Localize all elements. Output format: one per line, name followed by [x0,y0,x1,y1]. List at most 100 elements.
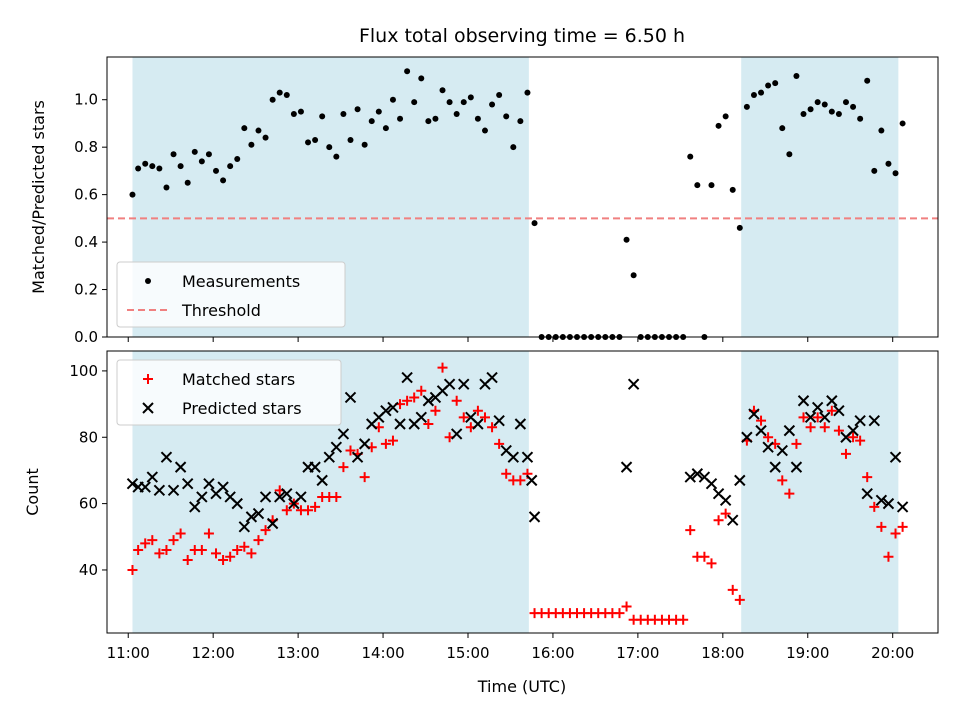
data-point [812,412,823,423]
data-point [528,511,541,523]
data-point [203,528,214,539]
data-point [260,525,271,536]
data-point [722,113,729,120]
data-point [493,414,505,427]
data-point [262,134,269,141]
data-point [772,80,779,87]
data-point [848,432,859,443]
data-point [276,89,283,96]
data-point [833,425,844,436]
data-point [191,148,198,155]
legend-marker [143,374,153,384]
data-point [864,77,871,84]
data-point [779,125,786,132]
ratio-panel: 0.0 0.2 0.4 0.6 0.8 1.0 Matched/Predicted star… [29,56,939,346]
data-point [437,362,448,373]
data-point [241,125,248,132]
data-point [439,87,446,94]
data-point [472,418,484,430]
data-point [423,418,434,429]
data-point [750,91,757,98]
data-point [181,477,194,490]
y-tick-label: 40 [79,561,98,579]
data-point [705,477,718,490]
data-point [354,106,361,113]
data-point [269,96,276,103]
data-point [422,395,435,407]
data-point [857,115,864,122]
data-point [833,405,845,417]
y-tick-label: 80 [79,428,98,446]
data-point [479,412,490,423]
data-point [252,507,265,520]
data-point [189,501,201,513]
data-point [382,125,389,132]
data-point [892,170,899,177]
legend-label: Threshold [181,301,261,320]
data-point [218,555,229,566]
data-point [217,481,229,493]
data-point [397,115,404,122]
data-point [876,521,887,532]
data-point [521,451,534,463]
data-point [281,505,292,516]
x-tick-label: 12:00 [192,644,235,662]
data-point [140,538,151,549]
data-point [425,118,432,125]
data-point [621,601,632,612]
data-point [458,378,470,390]
data-point [160,451,173,463]
data-point [344,391,357,404]
x-tick-label: 20:00 [871,644,914,662]
data-point [274,491,286,503]
data-point [359,472,370,483]
data-point [496,91,503,98]
data-point [769,461,781,473]
data-point [489,101,496,108]
data-point [623,236,630,243]
data-point [409,392,420,403]
data-point [828,108,835,115]
data-point [305,139,312,146]
data-point [797,395,810,407]
data-point [163,184,170,191]
data-point [196,491,208,503]
data-point [807,106,814,113]
data-point [755,424,767,437]
data-point [411,99,418,106]
data-point [814,99,821,106]
data-point [295,491,307,503]
data-point [882,497,895,510]
data-point [323,451,335,463]
legend-label: Measurements [182,272,300,291]
data-point [734,594,745,605]
data-point [727,584,738,595]
data-point [472,405,483,416]
data-point [126,477,139,490]
data-point [297,108,304,115]
data-point [729,186,736,193]
data-point [225,551,236,562]
legend-marker [142,402,154,414]
data-point [211,548,222,559]
data-point [153,484,166,497]
data-point [501,468,512,479]
data-point [790,461,803,473]
data-point [139,481,151,493]
data-point [316,474,328,487]
data-point [765,82,772,89]
data-point [684,471,696,483]
data-point [685,525,696,536]
data-point [786,151,793,158]
data-point [238,521,251,533]
data-point [213,167,220,174]
data-point [220,177,227,184]
data-point [869,501,880,512]
data-point [734,474,746,487]
x-tick-label: 11:00 [107,644,150,662]
data-point [203,477,215,490]
data-point [889,451,902,463]
data-point [691,468,704,480]
data-point [168,535,179,546]
